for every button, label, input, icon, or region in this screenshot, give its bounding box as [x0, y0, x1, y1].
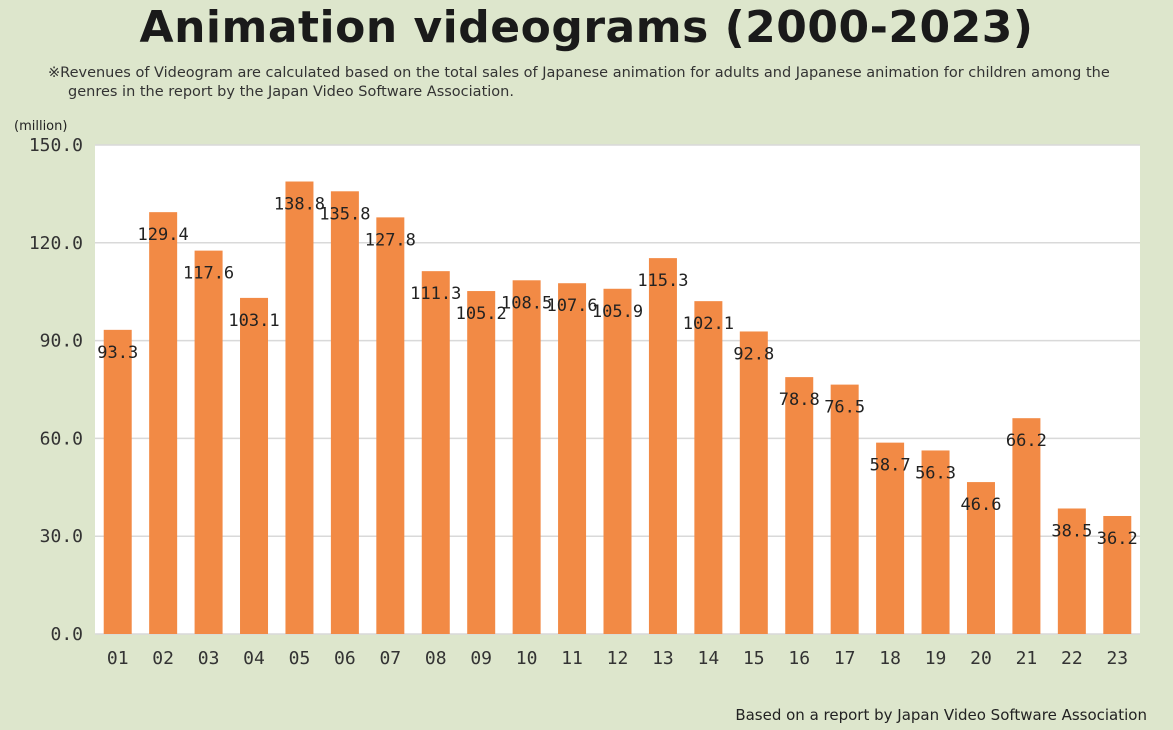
data-label: 129.4: [138, 225, 189, 245]
data-label: 66.2: [1006, 431, 1047, 451]
bar: [194, 250, 223, 634]
bar: [1012, 418, 1041, 634]
note-line-2: genres in the report by the Japan Video …: [68, 84, 514, 100]
x-tick-label: 21: [1016, 648, 1038, 669]
x-tick-label: 23: [1106, 648, 1128, 669]
x-tick-label: 20: [970, 648, 992, 669]
x-tick-label: 18: [879, 648, 901, 669]
x-tick-label: 16: [788, 648, 810, 669]
x-tick-label: 17: [834, 648, 856, 669]
x-tick-label: 08: [425, 648, 447, 669]
y-tick-label: 150.0: [29, 135, 83, 156]
x-tick-label: 06: [334, 648, 356, 669]
y-axis: 0.0 30.0 60.0 90.0 120.0 150.0: [29, 135, 83, 645]
data-label: 46.6: [961, 495, 1002, 515]
data-label: 138.8: [274, 195, 325, 215]
data-labels: 93.3129.4117.6103.1138.8135.8127.8111.31…: [97, 195, 1138, 549]
data-label: 111.3: [410, 284, 461, 304]
x-tick-label: 14: [698, 648, 720, 669]
data-label: 127.8: [365, 230, 416, 250]
bars: [103, 181, 1132, 635]
bar: [467, 291, 496, 634]
bar: [966, 482, 995, 634]
y-tick-label: 30.0: [40, 526, 83, 547]
x-tick-label: 10: [516, 648, 538, 669]
data-label: 36.2: [1097, 529, 1138, 549]
x-tick-label: 19: [925, 648, 947, 669]
x-tick-label: 12: [607, 648, 629, 669]
chart-title: Animation videograms (2000-2023): [139, 2, 1034, 53]
bar: [739, 331, 768, 634]
y-tick-label: 90.0: [40, 331, 83, 352]
data-label: 93.3: [97, 343, 138, 363]
bar: [558, 283, 587, 634]
note-line-1: ※Revenues of Videogram are calculated ba…: [48, 65, 1110, 81]
bar: [376, 217, 405, 634]
y-tick-label: 0.0: [50, 624, 83, 645]
data-label: 105.9: [592, 302, 643, 322]
y-tick-label: 60.0: [40, 428, 83, 449]
source-note: Based on a report by Japan Video Softwar…: [735, 706, 1147, 724]
y-tick-label: 120.0: [29, 233, 83, 254]
data-label: 117.6: [183, 264, 234, 284]
x-axis: 01 02 03 04 05 06 07 08 09 10 11 12 13 14 15 16 17 18 19 20…: [107, 648, 1128, 669]
data-label: 107.6: [546, 296, 597, 316]
x-tick-label: 04: [243, 648, 265, 669]
chart-note: ※Revenues of Videogram are calculated ba…: [48, 64, 1168, 102]
data-label: 38.5: [1051, 521, 1092, 541]
data-label: 92.8: [733, 344, 774, 364]
bar: [830, 384, 859, 634]
bar: [1103, 515, 1132, 634]
x-tick-label: 22: [1061, 648, 1083, 669]
x-tick-label: 07: [379, 648, 401, 669]
bar: [921, 450, 950, 634]
bar: [240, 297, 269, 634]
bar: [512, 280, 541, 634]
y-unit-label: (million): [14, 119, 68, 134]
x-tick-label: 09: [470, 648, 492, 669]
bar: [103, 329, 132, 634]
x-tick-label: 03: [198, 648, 220, 669]
data-label: 102.1: [683, 314, 734, 334]
bar: [603, 288, 632, 634]
x-tick-label: 02: [152, 648, 174, 669]
x-tick-label: 05: [289, 648, 311, 669]
x-tick-label: 15: [743, 648, 765, 669]
bar: [421, 271, 450, 634]
data-label: 56.3: [915, 463, 956, 483]
bar: [785, 377, 814, 634]
x-tick-label: 11: [561, 648, 583, 669]
x-tick-label: 13: [652, 648, 674, 669]
data-label: 76.5: [824, 398, 865, 418]
bar: [694, 301, 723, 634]
bar: [876, 442, 905, 634]
data-label: 135.8: [319, 204, 370, 224]
data-label: 78.8: [779, 390, 820, 410]
bar: [285, 181, 314, 634]
data-label: 103.1: [228, 311, 279, 331]
bar: [330, 191, 359, 635]
data-label: 108.5: [501, 293, 552, 313]
x-tick-label: 01: [107, 648, 129, 669]
bar: [149, 212, 178, 634]
data-label: 115.3: [637, 271, 688, 291]
bar: [648, 258, 677, 634]
data-label: 105.2: [456, 304, 507, 324]
data-label: 58.7: [870, 456, 911, 476]
bar: [1057, 508, 1086, 634]
